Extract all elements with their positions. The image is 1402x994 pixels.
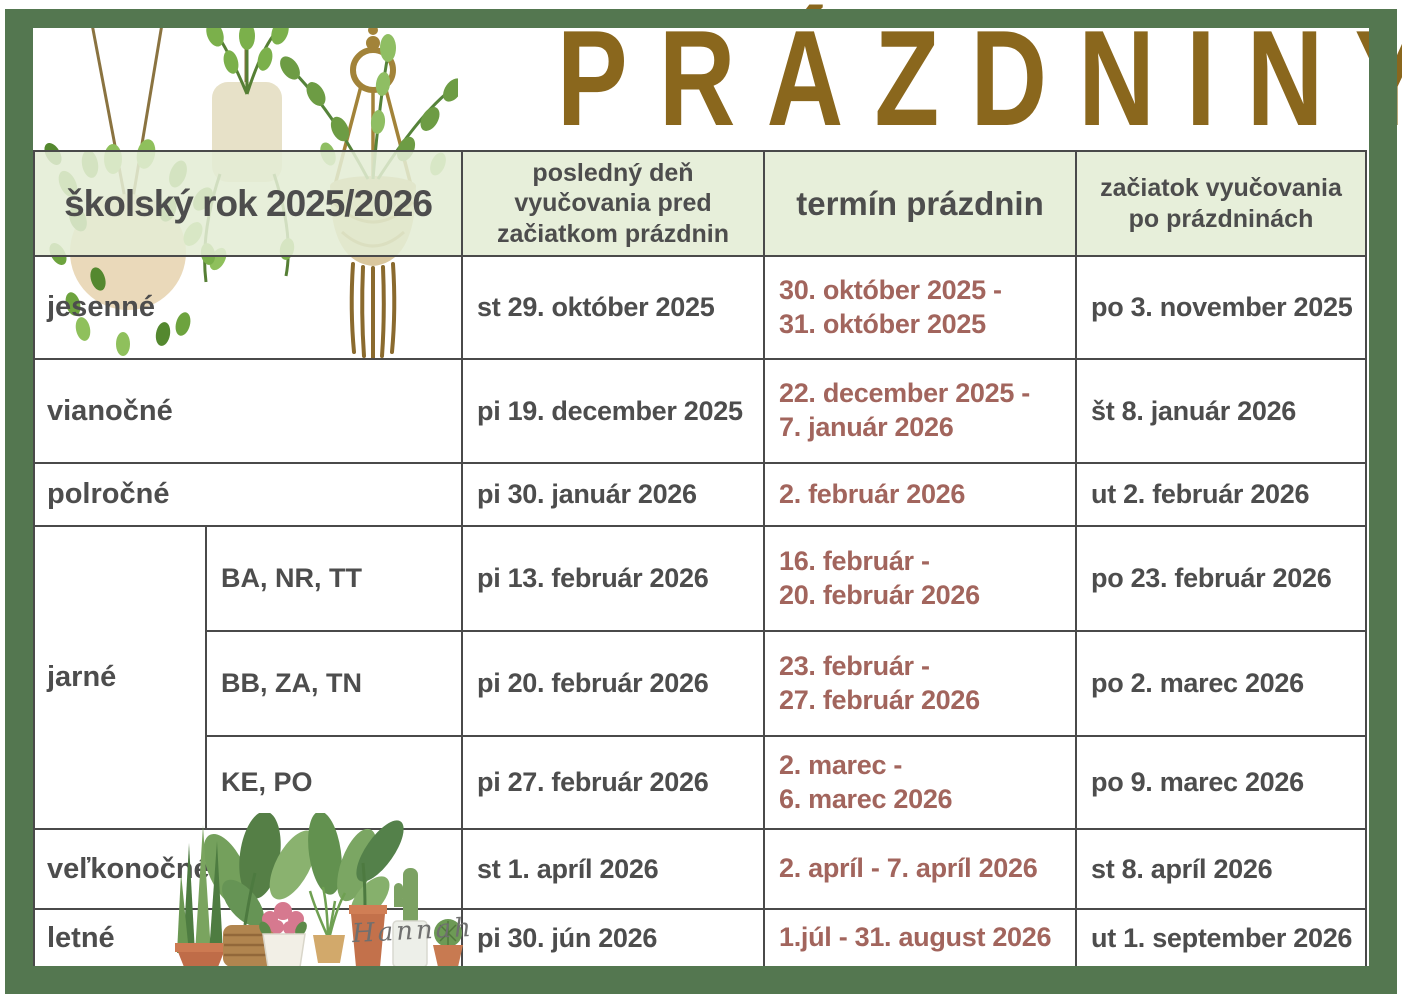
- row-start: st 8. apríl 2026: [1075, 828, 1367, 910]
- term-line-1: 2. február 2026: [779, 478, 966, 509]
- row-last-day: st 1. apríl 2026: [461, 828, 765, 910]
- row-region: BA, NR, TT: [205, 525, 463, 632]
- header-term: termín prázdnin: [763, 150, 1077, 257]
- row-term: 2. marec - 6. marec 2026: [763, 735, 1077, 830]
- row-start: št 8. január 2026: [1075, 358, 1367, 464]
- table-row-jarne-ke-po: KE, PO pi 27. február 2026 2. marec - 6.…: [34, 735, 1367, 830]
- table-row-polrocne: polročné pi 30. január 2026 2. február 2…: [33, 462, 1367, 527]
- header-school-year: školský rok 2025/2026: [33, 150, 463, 257]
- row-start: ut 2. február 2026: [1075, 462, 1367, 527]
- row-region: BB, ZA, TN: [205, 630, 463, 737]
- row-term: 2. apríl - 7. apríl 2026: [763, 828, 1077, 910]
- row-start: ut 1. september 2026: [1075, 908, 1367, 968]
- row-start: po 9. marec 2026: [1075, 735, 1367, 830]
- row-start: po 3. november 2025: [1075, 255, 1367, 360]
- row-last-day: pi 13. február 2026: [461, 525, 765, 632]
- row-name-jarne: jarné: [33, 525, 207, 830]
- row-last-day: pi 20. február 2026: [461, 630, 765, 737]
- table-row-jarne-ba-nr-tt: jarné BA, NR, TT pi 13. február 2026 16.…: [33, 525, 1367, 830]
- page-title: PRÁZDNINY: [430, 10, 1402, 150]
- row-start: po 23. február 2026: [1075, 525, 1367, 632]
- row-term: 22. december 2025 - 7. január 2026: [763, 358, 1077, 464]
- term-line-2: 7. január 2026: [779, 412, 954, 442]
- row-name: jesenné: [33, 255, 463, 360]
- holiday-schedule-table: školský rok 2025/2026 posledný deň vyučo…: [33, 150, 1367, 968]
- row-last-day: st 29. október 2025: [461, 255, 765, 360]
- term-line-1: 1.júl - 31. august 2026: [779, 922, 1052, 953]
- term-line-2: 27. február 2026: [779, 684, 980, 715]
- artist-signature: Hannah: [351, 912, 475, 950]
- row-last-day: pi 19. december 2025: [461, 358, 765, 464]
- header-row: školský rok 2025/2026 posledný deň vyučo…: [33, 150, 1367, 257]
- row-start: po 2. marec 2026: [1075, 630, 1367, 737]
- row-name: polročné: [33, 462, 463, 527]
- row-region: KE, PO: [205, 735, 463, 830]
- term-line-1: 2. marec -: [779, 749, 903, 780]
- term-line-2: 20. február 2026: [779, 579, 980, 610]
- term-line-1: 23. február -: [779, 650, 930, 681]
- row-term: 2. február 2026: [763, 462, 1077, 527]
- term-line-2: 31. október 2025: [779, 308, 986, 339]
- row-name: vianočné: [33, 358, 463, 464]
- table-row-vianocne: vianočné pi 19. december 2025 22. decemb…: [33, 358, 1367, 464]
- header-last-day: posledný deň vyučovania pred začiatkom p…: [461, 150, 765, 257]
- table-row-jesenne: jesenné st 29. október 2025 30. október …: [33, 255, 1367, 360]
- row-term: 1.júl - 31. august 2026: [763, 908, 1077, 968]
- table-row-jarne-bb-za-tn: BB, ZA, TN pi 20. február 2026 23. febru…: [34, 630, 1367, 737]
- row-term: 16. február - 20. február 2026: [763, 525, 1077, 632]
- row-term: 30. október 2025 - 31. október 2025: [763, 255, 1077, 360]
- page-title-text: PRÁZDNINY: [556, 2, 1402, 154]
- potted-plants-illustration: [175, 813, 463, 968]
- term-line-2: 6. marec 2026: [779, 783, 953, 814]
- term-line-1: 16. február -: [779, 545, 930, 576]
- row-term: 23. február - 27. február 2026: [763, 630, 1077, 737]
- term-line-1: 30. október 2025 -: [779, 274, 1002, 305]
- row-last-day: pi 30. január 2026: [461, 462, 765, 527]
- row-last-day: pi 30. jún 2026: [461, 908, 765, 968]
- term-line-1: 2. apríl - 7. apríl 2026: [779, 853, 1038, 884]
- term-line-1: 22. december 2025 -: [779, 378, 1030, 409]
- header-start: začiatok vyučovania po prázdninách: [1075, 150, 1367, 257]
- row-last-day: pi 27. február 2026: [461, 735, 765, 830]
